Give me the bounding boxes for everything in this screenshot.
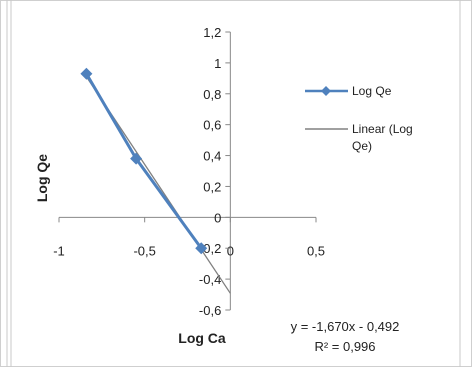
legend-label-linear-line2: Qe) <box>352 139 372 153</box>
y-tick-label: 0,6 <box>203 118 221 133</box>
y-tick-label: 0,8 <box>203 87 221 102</box>
series-log-qe <box>80 67 208 255</box>
x-tick-label: 0,5 <box>307 243 325 258</box>
y-tick-label: 1,2 <box>203 25 221 40</box>
x-ticks: -1 -0,5 0 0,5 <box>53 217 325 258</box>
y-axis-title: Log Qe <box>34 154 50 202</box>
y-tick-label: 0 <box>214 210 221 225</box>
y-tick-label: 0,2 <box>203 179 221 194</box>
data-point-marker <box>80 67 93 80</box>
legend: Log Qe Linear (Log Qe) <box>305 84 413 153</box>
axes <box>59 32 316 310</box>
data-point-marker <box>130 152 143 165</box>
y-ticks: 1,2 1 0,8 0,6 0,4 0,2 0 -0,2 -0,4 -0,6 <box>199 25 231 318</box>
legend-label-linear-line1: Linear (Log <box>352 122 413 136</box>
legend-label-log-qe: Log Qe <box>352 84 392 98</box>
x-axis-title: Log Ca <box>178 330 226 346</box>
r-squared: R² = 0,996 <box>314 339 375 354</box>
x-tick-label: -0,5 <box>133 243 155 258</box>
y-tick-label: 1 <box>214 56 221 71</box>
y-tick-label: -0,6 <box>199 303 221 318</box>
data-point-marker <box>195 242 208 255</box>
y-tick-label: -0,4 <box>199 272 221 287</box>
x-tick-label: 0 <box>227 243 234 258</box>
y-tick-label: -0,2 <box>199 241 221 256</box>
x-tick-label: -1 <box>53 243 65 258</box>
trendline-equation: y = -1,670x - 0,492 <box>291 319 400 334</box>
legend-marker-log-qe <box>321 86 331 96</box>
y-tick-label: 0,4 <box>203 149 221 164</box>
